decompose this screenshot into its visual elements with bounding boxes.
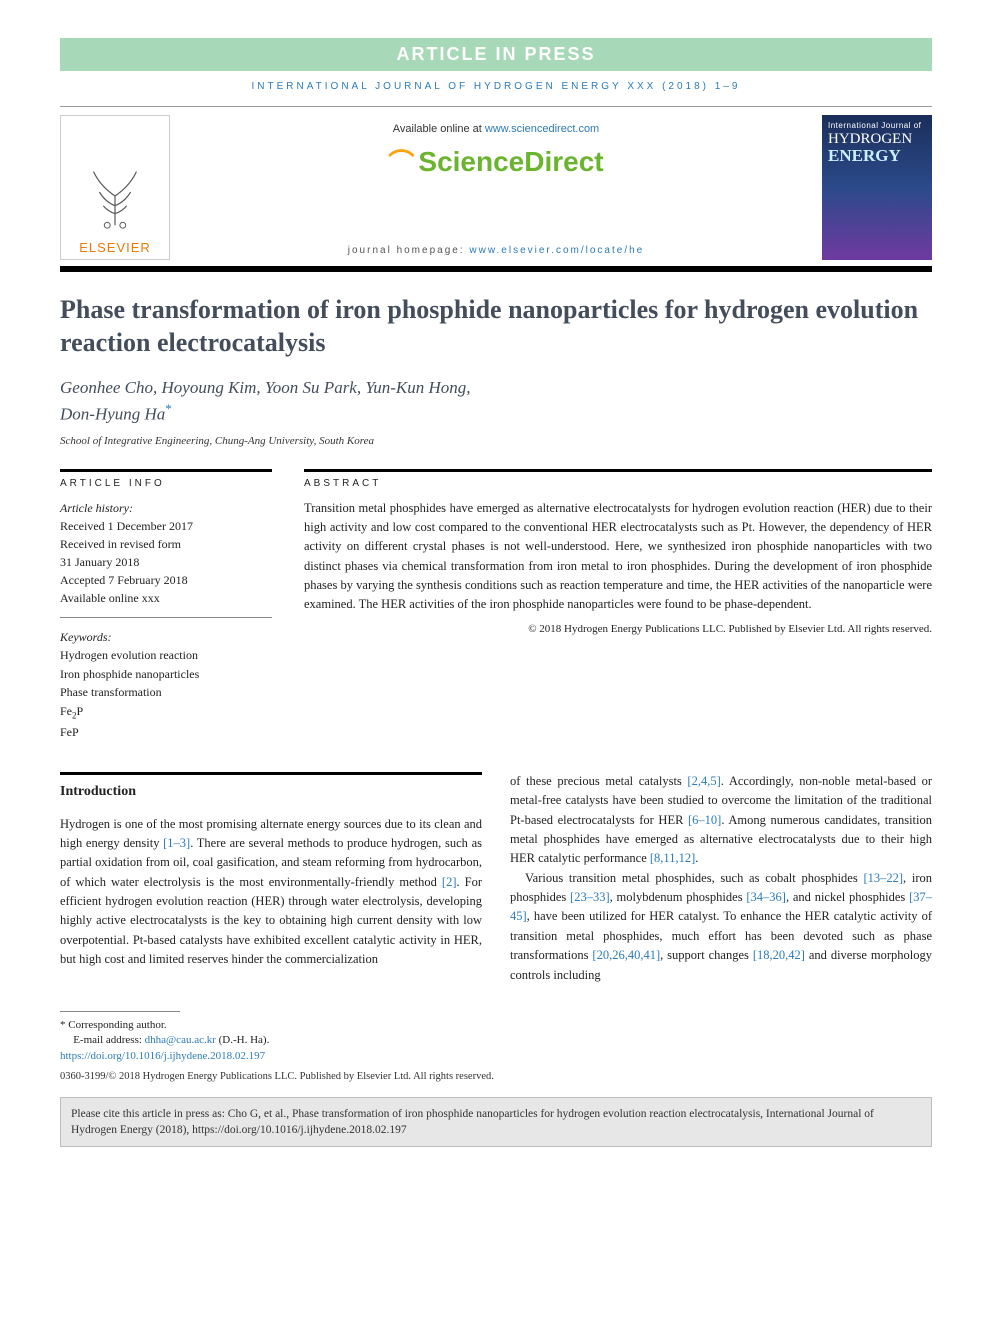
- sciencedirect-logo: ⌒ScienceDirect: [388, 143, 603, 180]
- abstract-column: ABSTRACT Transition metal phosphides hav…: [304, 469, 932, 742]
- elsevier-logo: ELSEVIER: [60, 115, 170, 260]
- ref-link[interactable]: [34–36]: [746, 890, 786, 904]
- elsevier-tree-icon: [75, 156, 155, 236]
- ref-link[interactable]: [20,26,40,41]: [592, 948, 660, 962]
- keywords-label: Keywords:: [60, 628, 272, 647]
- intro-paragraph-1-cont: of these precious metal catalysts [2,4,5…: [510, 772, 932, 869]
- available-online-line: Available online at www.sciencedirect.co…: [180, 123, 812, 135]
- journal-homepage-line: journal homepage: www.elsevier.com/locat…: [180, 245, 812, 256]
- introduction-heading: Introduction: [60, 772, 482, 803]
- article-history-block: Article history: Received 1 December 201…: [60, 499, 272, 618]
- doi-link[interactable]: https://doi.org/10.1016/j.ijhydene.2018.…: [60, 1050, 265, 1062]
- available-prefix: Available online at: [393, 123, 485, 135]
- keyword-3: Phase transformation: [60, 683, 272, 702]
- sd-swoosh-icon: ⌒: [388, 143, 414, 180]
- footnote-separator: [60, 1011, 180, 1012]
- cover-main-title: HYDROGEN ENERGY: [828, 132, 926, 165]
- received-date: Received 1 December 2017: [60, 517, 272, 535]
- footnotes: * Corresponding author. E-mail address: …: [60, 1018, 932, 1085]
- ref-link[interactable]: [6–10]: [688, 813, 721, 827]
- citation-box: Please cite this article in press as: Ch…: [60, 1097, 932, 1147]
- intro-paragraph-1: Hydrogen is one of the most promising al…: [60, 815, 482, 970]
- article-info-column: ARTICLE INFO Article history: Received 1…: [60, 469, 272, 742]
- keyword-4: Fe2P: [60, 702, 272, 723]
- header-row: ELSEVIER Available online at www.science…: [60, 106, 932, 260]
- corresponding-asterisk: *: [165, 401, 172, 416]
- ref-link[interactable]: [8,11,12]: [650, 851, 695, 865]
- ref-link[interactable]: [2]: [442, 875, 457, 889]
- cover-hydrogen: HYDROGEN: [828, 131, 912, 147]
- ref-link[interactable]: [2,4,5]: [687, 774, 720, 788]
- authors-line1: Geonhee Cho, Hoyoung Kim, Yoon Su Park, …: [60, 378, 471, 397]
- keywords-block: Keywords: Hydrogen evolution reaction Ir…: [60, 628, 272, 742]
- history-label: Article history:: [60, 499, 272, 517]
- sd-logo-text: ScienceDirect: [418, 146, 603, 178]
- abstract-copyright: © 2018 Hydrogen Energy Publications LLC.…: [304, 623, 932, 635]
- revised-line1: Received in revised form: [60, 535, 272, 553]
- elsevier-name: ELSEVIER: [79, 240, 151, 255]
- keyword-2: Iron phosphide nanoparticles: [60, 665, 272, 684]
- email-link[interactable]: dhha@cau.ac.kr: [145, 1034, 216, 1046]
- body-col-right: of these precious metal catalysts [2,4,5…: [510, 772, 932, 985]
- abstract-heading: ABSTRACT: [304, 469, 932, 489]
- sciencedirect-url-link[interactable]: www.sciencedirect.com: [485, 123, 599, 135]
- article-title: Phase transformation of iron phosphide n…: [60, 294, 932, 359]
- accepted-date: Accepted 7 February 2018: [60, 571, 272, 589]
- abstract-text: Transition metal phosphides have emerged…: [304, 499, 932, 615]
- author-list: Geonhee Cho, Hoyoung Kim, Yoon Su Park, …: [60, 377, 932, 427]
- body-col-left: Introduction Hydrogen is one of the most…: [60, 772, 482, 985]
- intro-paragraph-2: Various transition metal phosphides, suc…: [510, 869, 932, 985]
- body-columns: Introduction Hydrogen is one of the most…: [60, 772, 932, 985]
- article-info-heading: ARTICLE INFO: [60, 469, 272, 489]
- journal-cover-thumbnail: International Journal of HYDROGEN ENERGY: [822, 115, 932, 260]
- thick-rule-top: [60, 266, 932, 272]
- cover-energy: ENERGY: [828, 146, 901, 165]
- email-line: E-mail address: dhha@cau.ac.kr (D.-H. Ha…: [60, 1033, 932, 1048]
- ref-link[interactable]: [23–33]: [570, 890, 610, 904]
- authors-line2: Don-Hyung Ha: [60, 405, 165, 424]
- issn-copyright-line: 0360-3199/© 2018 Hydrogen Energy Publica…: [60, 1070, 932, 1085]
- journal-header-citation: INTERNATIONAL JOURNAL OF HYDROGEN ENERGY…: [60, 81, 932, 92]
- revised-line2: 31 January 2018: [60, 553, 272, 571]
- corresponding-author-note: * Corresponding author.: [60, 1018, 932, 1033]
- online-date: Available online xxx: [60, 589, 272, 607]
- article-in-press-banner: ARTICLE IN PRESS: [60, 38, 932, 71]
- ref-link[interactable]: [18,20,42]: [753, 948, 805, 962]
- homepage-prefix: journal homepage:: [348, 245, 470, 256]
- header-center: Available online at www.sciencedirect.co…: [180, 115, 812, 260]
- ref-link[interactable]: [13–22]: [863, 871, 903, 885]
- cover-top-text: International Journal of: [828, 121, 926, 130]
- ref-link[interactable]: [1–3]: [163, 836, 190, 850]
- keyword-5: FeP: [60, 723, 272, 742]
- affiliation: School of Integrative Engineering, Chung…: [60, 435, 932, 447]
- keyword-1: Hydrogen evolution reaction: [60, 646, 272, 665]
- journal-homepage-link[interactable]: www.elsevier.com/locate/he: [469, 245, 644, 256]
